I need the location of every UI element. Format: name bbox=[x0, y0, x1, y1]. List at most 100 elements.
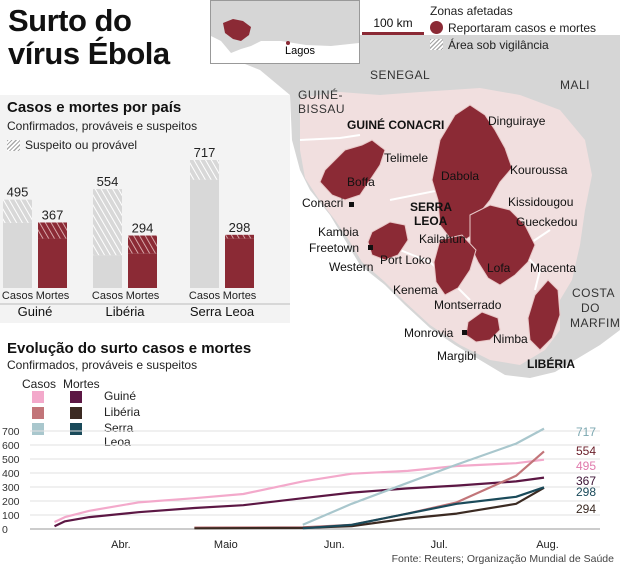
y-tick-label: 0 bbox=[2, 524, 8, 536]
swatch-liberia-deaths bbox=[70, 407, 82, 419]
y-tick-label: 500 bbox=[2, 454, 20, 466]
bar-casos-suspected bbox=[3, 199, 32, 223]
bar-series-label: Casos bbox=[2, 290, 34, 302]
label-sierra-1: SERRA bbox=[410, 200, 453, 214]
region-liberia-montserrado bbox=[465, 311, 501, 343]
label-mali: MALI bbox=[560, 78, 591, 92]
end-value-label: 367 bbox=[576, 474, 596, 488]
inset-land bbox=[211, 1, 359, 53]
bar-chart: 495 Casos 367 Mortes Guiné 554 Casos 294 Mortes L… bbox=[0, 145, 290, 319]
series-line-serra-leoa-mortes bbox=[302, 486, 545, 530]
bar-series-label: Mortes bbox=[223, 290, 257, 302]
hatch-legend-label: Suspeito ou provável bbox=[25, 138, 138, 152]
line-chart-subtitle: Confirmados, prováveis e suspeitos bbox=[7, 358, 198, 372]
bar-casos-confirmed bbox=[3, 222, 32, 288]
y-tick-label: 300 bbox=[2, 482, 20, 494]
legend-surveillance-label: Área sob vigilância bbox=[448, 37, 549, 52]
bar-panel-title: Casos e mortes por país bbox=[7, 99, 182, 116]
surveillance-swatch bbox=[430, 39, 443, 50]
region-guinea-west bbox=[319, 139, 386, 201]
bar-series-label: Casos bbox=[92, 290, 124, 302]
region-liberia-nimba bbox=[527, 279, 561, 351]
label-guinea-bissau-1: GUINÉ- bbox=[298, 88, 343, 102]
legend-surveillance: Área sob vigilância bbox=[430, 36, 596, 53]
end-value-label: 495 bbox=[576, 459, 596, 473]
label-conacri: Conacri bbox=[302, 196, 344, 210]
swatch-guinea-deaths bbox=[70, 391, 82, 403]
title-line-1: Surto do bbox=[8, 3, 132, 38]
bar-value-label: 294 bbox=[132, 221, 154, 236]
bar-mortes-suspected bbox=[225, 234, 254, 239]
legend-heading: Zonas afetadas bbox=[430, 3, 513, 18]
label-port-loko: Port Loko bbox=[380, 253, 432, 267]
bar-casos-confirmed bbox=[93, 255, 122, 288]
line-chart: 0 100 200 300 400 500 600 700 Abr. Maio Jun. Jul. Au… bbox=[2, 425, 600, 551]
label-sierra-2: LEOA bbox=[414, 214, 448, 228]
legend-reported: Reportaram casos e mortes bbox=[430, 19, 596, 36]
label-lofa: Lofa bbox=[487, 261, 511, 275]
inset-lagos-label: Lagos bbox=[285, 45, 315, 57]
label-margibi: Margibi bbox=[437, 349, 477, 363]
monrovia-marker bbox=[462, 330, 467, 335]
label-telimele: Telimele bbox=[384, 151, 429, 165]
swatch-sierra-cases bbox=[32, 423, 44, 435]
end-value-label: 298 bbox=[576, 485, 596, 499]
bar-value-label: 298 bbox=[229, 220, 251, 235]
label-nimba: Nimba bbox=[493, 332, 528, 346]
label-gueckedou: Gueckedou bbox=[516, 215, 578, 229]
scale-label: 100 km bbox=[373, 16, 413, 30]
source-note: Fonte: Reuters; Organização Mundial de S… bbox=[391, 553, 614, 565]
bar-category-label: Serra Leoa bbox=[190, 304, 255, 319]
bar-casos-suspected bbox=[93, 189, 122, 256]
scale-bar: 100 km bbox=[362, 16, 424, 35]
bar-mortes-confirmed bbox=[225, 238, 254, 288]
end-value-label: 554 bbox=[576, 444, 596, 458]
bar-panel: Casos e mortes por país Confirmados, pro… bbox=[0, 95, 290, 323]
swatch-guinea-cases bbox=[32, 391, 44, 403]
label-monrovia: Monrovia bbox=[404, 326, 454, 340]
label-kenema: Kenema bbox=[393, 283, 438, 297]
series-line-libéria-casos bbox=[194, 450, 545, 529]
bar-mortes-confirmed bbox=[128, 253, 157, 288]
label-kouroussa: Kouroussa bbox=[510, 163, 568, 177]
bar-panel-subtitle: Confirmados, prováveis e suspeitos bbox=[7, 119, 198, 133]
bar-category-label: Libéria bbox=[105, 304, 145, 319]
label-cote-2: DO bbox=[581, 301, 600, 315]
x-tick-label: Jun. bbox=[324, 539, 345, 551]
region-sierra-leone-east bbox=[433, 234, 477, 296]
label-cote-3: MARFIM bbox=[570, 316, 620, 330]
inset-svg bbox=[211, 1, 359, 63]
hatch-legend: Suspeito ou provável bbox=[7, 138, 137, 152]
swatch-sierra-deaths bbox=[70, 423, 82, 435]
inset-lagos-dot bbox=[286, 41, 290, 45]
label-cote-1: COSTA bbox=[572, 286, 615, 300]
y-tick-label: 600 bbox=[2, 440, 20, 452]
y-tick-label: 200 bbox=[2, 496, 20, 508]
x-tick-label: Maio bbox=[214, 539, 238, 551]
y-tick-label: 100 bbox=[2, 510, 20, 522]
label-freetown: Freetown bbox=[309, 241, 360, 255]
bar-series-label: Mortes bbox=[126, 290, 160, 302]
label-western: Western bbox=[329, 260, 374, 274]
label-liberia: LIBÉRIA bbox=[527, 357, 575, 371]
reported-swatch bbox=[430, 21, 443, 34]
x-tick-label: Jul. bbox=[431, 539, 448, 551]
bar-value-label: 717 bbox=[194, 145, 216, 160]
swatch-liberia-cases bbox=[32, 407, 44, 419]
bar-mortes-suspected bbox=[128, 235, 157, 254]
label-boffa: Boffa bbox=[347, 175, 375, 189]
map-legend: Zonas afetadas Reportaram casos e mortes… bbox=[430, 2, 596, 53]
bar-category-label: Guiné bbox=[18, 304, 53, 319]
scale-line bbox=[362, 32, 424, 35]
label-macenta: Macenta bbox=[530, 261, 577, 275]
legend-reported-label: Reportaram casos e mortes bbox=[448, 20, 597, 35]
x-tick-label: Aug. bbox=[536, 539, 559, 551]
label-kissidougou: Kissidougou bbox=[508, 195, 574, 209]
title-line-2: vírus Ébola bbox=[8, 36, 170, 71]
legend-liberia: Libéria bbox=[104, 405, 141, 419]
series-line-guiné-mortes bbox=[54, 476, 545, 528]
y-tick-label: 700 bbox=[2, 426, 20, 438]
hatch-swatch bbox=[7, 139, 20, 151]
label-guinea-bissau-2: BISSAU bbox=[298, 102, 346, 116]
